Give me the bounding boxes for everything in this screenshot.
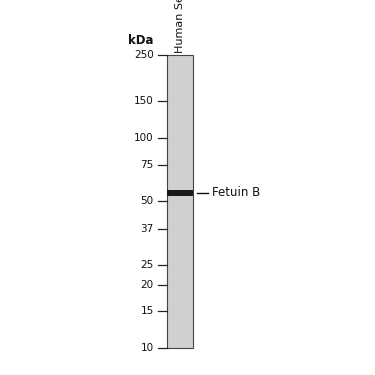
Text: 25: 25 bbox=[141, 260, 154, 270]
Text: 15: 15 bbox=[141, 306, 154, 316]
Text: kDa: kDa bbox=[128, 34, 154, 48]
Text: 75: 75 bbox=[141, 160, 154, 170]
Text: 20: 20 bbox=[141, 280, 154, 290]
Text: 50: 50 bbox=[141, 196, 154, 207]
Text: 10: 10 bbox=[141, 343, 154, 353]
Bar bbox=[167, 55, 193, 348]
Text: 150: 150 bbox=[134, 96, 154, 106]
Text: Fetuin B: Fetuin B bbox=[212, 186, 260, 200]
Text: Human Serum: Human Serum bbox=[175, 0, 185, 53]
Text: 37: 37 bbox=[141, 224, 154, 234]
Bar bbox=[167, 190, 193, 196]
Text: 100: 100 bbox=[134, 134, 154, 143]
Text: 250: 250 bbox=[134, 50, 154, 60]
